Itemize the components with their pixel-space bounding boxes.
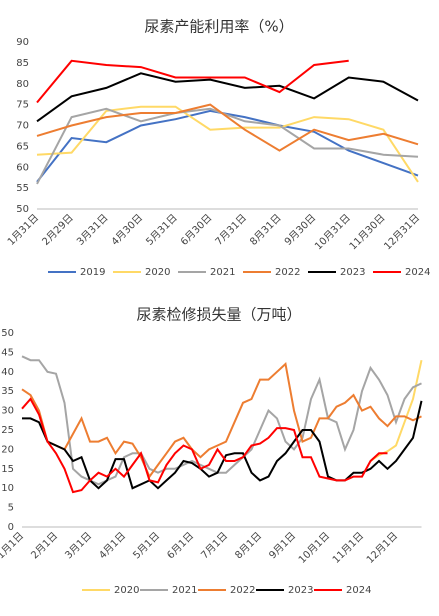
y-tick-label: 65	[16, 141, 29, 152]
y-tick-label: 30	[1, 406, 14, 417]
x-tick-label: 2月1日	[29, 530, 61, 562]
x-tick-label: 4月30日	[109, 212, 145, 248]
x-tick-label: 10月1日	[296, 530, 332, 566]
legend-label: 2020	[114, 585, 139, 596]
series-line	[36, 109, 419, 183]
series-line	[21, 355, 422, 486]
x-tick-label: 2月29日	[40, 212, 76, 248]
legend-label: 2022	[230, 585, 255, 596]
x-tick-label: 9月30日	[282, 212, 318, 248]
x-tick-label: 8月31日	[248, 212, 284, 248]
series-line	[22, 400, 423, 490]
x-tick-label: 10月31日	[312, 212, 353, 253]
x-tick-label: 5月1日	[131, 530, 163, 562]
y-tick-label: 20	[1, 444, 14, 455]
x-tick-label: 6月30日	[178, 212, 214, 248]
x-tick-label: 9月1日	[267, 530, 299, 562]
y-tick-label: 85	[16, 58, 29, 69]
y-tick-label: 70	[16, 121, 29, 132]
legend-label: 2019	[80, 267, 105, 278]
legend-label: 2020	[145, 267, 170, 278]
x-tick-label: 5月31日	[144, 212, 180, 248]
x-tick-label: 11月1日	[330, 530, 366, 566]
y-tick-label: 5	[8, 503, 14, 514]
x-tick-label: 3月1日	[63, 530, 95, 562]
y-tick-label: 90	[16, 37, 29, 48]
x-tick-label: 1月1日	[0, 530, 26, 562]
x-tick-label: 12月31日	[382, 212, 423, 253]
x-tick-label: 7月31日	[213, 212, 249, 248]
y-tick-label: 25	[1, 425, 14, 436]
y-tick-label: 60	[16, 162, 29, 173]
series-line	[36, 107, 419, 185]
legend-label: 2023	[340, 267, 365, 278]
y-tick-label: 15	[1, 464, 14, 475]
y-tick-label: 10	[1, 483, 14, 494]
legend-label: 2021	[210, 267, 235, 278]
series-line	[369, 359, 423, 462]
y-tick-label: 40	[1, 367, 14, 378]
legend-label: 2024	[405, 267, 430, 278]
x-tick-label: 3月31日	[74, 212, 110, 248]
chart-title: 尿素产能利用率（%）	[144, 18, 293, 36]
y-tick-label: 45	[1, 347, 14, 358]
chart-title: 尿素检修损失量（万吨）	[136, 306, 301, 324]
series-line	[21, 362, 422, 479]
x-tick-label: 11月30日	[347, 212, 388, 253]
legend-label: 2024	[346, 585, 371, 596]
series-line	[36, 103, 419, 152]
y-tick-label: 50	[16, 204, 29, 215]
series-line	[36, 59, 349, 104]
y-tick-label: 75	[16, 100, 29, 111]
series-line	[21, 397, 388, 494]
y-tick-label: 50	[1, 328, 14, 339]
x-tick-label: 12月1日	[364, 530, 400, 566]
x-tick-label: 7月1日	[199, 530, 231, 562]
x-tick-label: 4月1日	[97, 530, 129, 562]
series-line	[36, 72, 419, 123]
y-tick-label: 0	[8, 522, 14, 533]
y-tick-label: 55	[16, 183, 29, 194]
y-tick-label: 35	[1, 386, 14, 397]
x-tick-label: 6月1日	[165, 530, 197, 562]
x-tick-label: 8月1日	[233, 530, 265, 562]
legend-label: 2021	[172, 585, 197, 596]
legend-label: 2023	[288, 585, 313, 596]
y-tick-label: 80	[16, 79, 29, 90]
x-tick-label: 1月31日	[5, 212, 41, 248]
legend-label: 2022	[275, 267, 300, 278]
